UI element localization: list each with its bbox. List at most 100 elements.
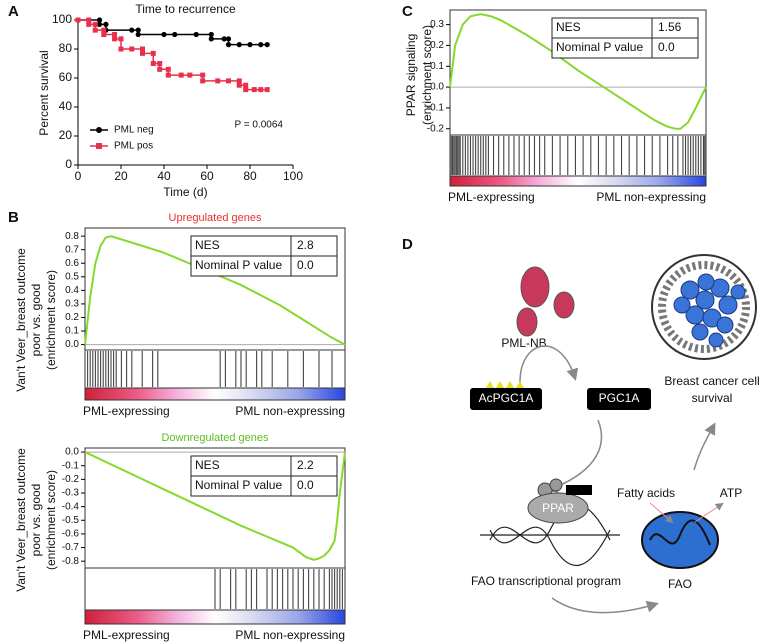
point bbox=[103, 21, 109, 27]
point bbox=[150, 61, 156, 66]
y-tick-label: 0.0 bbox=[430, 82, 444, 93]
y-tick-label: -0.6 bbox=[62, 529, 80, 540]
y-tick-label: 0.3 bbox=[430, 19, 444, 30]
y-tick-label: -0.2 bbox=[62, 474, 80, 485]
arrow bbox=[519, 345, 579, 383]
cofactor bbox=[549, 478, 563, 492]
point bbox=[208, 36, 214, 42]
hits-frame bbox=[84, 349, 346, 389]
point bbox=[112, 32, 118, 37]
annotation: P = 0.0064 bbox=[235, 120, 284, 131]
panel-letter: A bbox=[8, 3, 19, 20]
point bbox=[161, 31, 167, 38]
y-axis-label: (enrichment score) bbox=[420, 25, 434, 125]
y-tick-label: 0.0 bbox=[65, 447, 79, 458]
point bbox=[215, 78, 221, 84]
x-tick-label: 60 bbox=[200, 169, 214, 183]
acetyl-marks bbox=[486, 381, 524, 388]
end-label: PML-expressing bbox=[83, 628, 170, 642]
point bbox=[187, 72, 193, 78]
table-cell: 2.2 bbox=[297, 458, 314, 472]
chart-title: Downregulated genes bbox=[161, 432, 269, 444]
y-axis-label: Percent survival bbox=[37, 50, 51, 135]
label: PGC1A bbox=[599, 391, 640, 405]
point bbox=[247, 42, 253, 48]
y-tick-label: 0.3 bbox=[65, 299, 79, 310]
y-tick-label: 0.6 bbox=[65, 258, 79, 269]
y-tick-label: -0.4 bbox=[62, 501, 80, 512]
rank-gradient bbox=[449, 175, 707, 187]
y-tick-label: 40 bbox=[59, 99, 73, 113]
x-tick-label: 20 bbox=[114, 169, 128, 183]
y-axis-label: (enrichment score) bbox=[44, 470, 58, 570]
rank-gradient bbox=[84, 609, 346, 625]
arrow bbox=[649, 502, 674, 524]
series-line bbox=[449, 13, 707, 130]
legend-label: PML neg bbox=[114, 125, 154, 136]
table-cell: 1.56 bbox=[658, 20, 682, 34]
y-tick-label: 0.7 bbox=[65, 244, 79, 255]
mitochondrion bbox=[641, 511, 719, 569]
nuclear-body bbox=[520, 266, 550, 308]
point bbox=[92, 21, 98, 27]
point bbox=[118, 46, 124, 52]
point bbox=[226, 78, 231, 84]
y-tick-label: 0.0 bbox=[65, 339, 79, 350]
arrow bbox=[551, 597, 659, 614]
label: FAO transcriptional program bbox=[471, 574, 621, 588]
chart-title: Upregulated genes bbox=[169, 212, 262, 224]
y-axis-label: poor vs. good bbox=[29, 484, 43, 557]
dna bbox=[480, 503, 620, 567]
point bbox=[129, 27, 135, 33]
point bbox=[221, 36, 227, 42]
point bbox=[140, 46, 145, 52]
point bbox=[101, 27, 107, 33]
y-tick-label: -0.1 bbox=[427, 103, 445, 114]
point bbox=[140, 50, 145, 56]
point bbox=[135, 31, 141, 38]
point bbox=[165, 66, 171, 72]
y-tick-label: 80 bbox=[59, 41, 73, 55]
cristae bbox=[649, 519, 711, 546]
table-cell: NES bbox=[195, 458, 220, 472]
point bbox=[101, 32, 107, 37]
legend-swatch bbox=[96, 127, 102, 133]
y-axis-label: Van't Veer_breast outcome bbox=[14, 248, 28, 392]
label: PPAR bbox=[542, 501, 574, 515]
y-axis-label: (enrichment score) bbox=[44, 270, 58, 370]
table-cell: Nominal P value bbox=[556, 40, 643, 54]
rank-gradient bbox=[84, 387, 346, 401]
end-label: PML non-expressing bbox=[596, 190, 706, 204]
point bbox=[112, 36, 118, 42]
point bbox=[86, 17, 92, 23]
label: AcPGC1A bbox=[479, 391, 534, 405]
nuclear-body bbox=[516, 307, 538, 337]
chart-title: Time to recurrence bbox=[135, 2, 236, 16]
point bbox=[135, 27, 141, 33]
end-label: PML-expressing bbox=[448, 190, 535, 204]
point bbox=[200, 72, 206, 78]
end-label: PML-expressing bbox=[83, 404, 170, 418]
point bbox=[193, 31, 199, 38]
point bbox=[251, 87, 257, 93]
cancer-cells bbox=[673, 273, 746, 348]
point bbox=[258, 42, 264, 48]
x-tick-label: 0 bbox=[75, 169, 82, 183]
y-tick-label: -0.8 bbox=[62, 556, 80, 567]
label: FAO bbox=[668, 577, 692, 591]
y-tick-label: 0 bbox=[65, 157, 72, 171]
point bbox=[264, 42, 270, 48]
point bbox=[96, 17, 103, 23]
table-cell: 0.0 bbox=[658, 40, 675, 54]
y-tick-label: 0.2 bbox=[430, 40, 444, 51]
series-line bbox=[84, 451, 346, 561]
point bbox=[243, 82, 249, 88]
x-tick-label: 100 bbox=[283, 169, 303, 183]
arrow bbox=[693, 422, 716, 471]
point bbox=[165, 72, 171, 78]
point bbox=[208, 31, 214, 38]
y-axis-label: PPAR signaling bbox=[404, 34, 418, 117]
y-tick-label: -0.2 bbox=[427, 123, 445, 134]
x-axis-label: Time (d) bbox=[163, 185, 207, 199]
